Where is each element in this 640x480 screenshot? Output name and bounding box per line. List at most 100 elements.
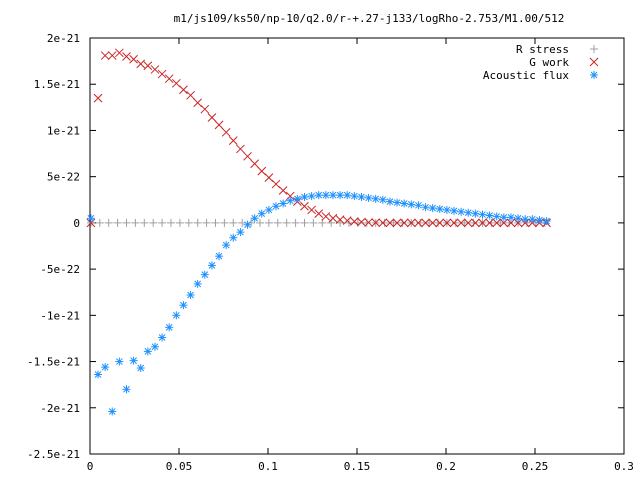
- data-point: [471, 209, 480, 218]
- data-point: [535, 216, 544, 225]
- data-point: [136, 364, 145, 373]
- data-point: [86, 218, 96, 228]
- data-point: [86, 214, 95, 223]
- data-point: [406, 218, 416, 228]
- data-point: [522, 218, 531, 227]
- data-point: [221, 127, 231, 137]
- data-point: [179, 301, 188, 310]
- data-point: [108, 407, 117, 416]
- data-point: [307, 192, 316, 201]
- data-point: [371, 218, 381, 227]
- data-point: [236, 228, 245, 237]
- data-point: [421, 218, 430, 228]
- data-point: [220, 218, 229, 227]
- data-point: [513, 218, 523, 228]
- data-point: [150, 65, 160, 74]
- data-point: [505, 218, 514, 227]
- legend-label: G work: [529, 56, 569, 69]
- data-point: [478, 218, 487, 228]
- data-point: [451, 218, 460, 227]
- data-point: [416, 218, 425, 227]
- data-point: [278, 186, 288, 195]
- y-tick-label: -2e-21: [40, 402, 80, 415]
- data-point: [122, 385, 131, 394]
- axis-ticks: 0 0.05 0.1 0.15 0.2 0.25 0.3 2e-21 1.5e-21 1e-21 5…: [27, 32, 634, 473]
- data-point: [264, 205, 273, 214]
- data-point: [184, 218, 193, 227]
- data-point: [425, 218, 434, 227]
- data-point: [140, 218, 149, 227]
- data-point: [172, 311, 181, 320]
- data-point: [179, 85, 188, 95]
- data-point: [428, 218, 438, 228]
- data-point: [228, 136, 238, 145]
- data-point: [350, 192, 359, 201]
- data-point: [282, 218, 291, 227]
- data-point: [93, 93, 103, 103]
- data-point: [399, 218, 409, 228]
- series-r-stress: [86, 218, 549, 227]
- x-tick-label: 0.3: [614, 460, 634, 473]
- data-point: [293, 194, 302, 203]
- data-point: [528, 215, 537, 224]
- data-point: [506, 213, 515, 222]
- data-point: [113, 218, 122, 227]
- data-point: [471, 218, 480, 228]
- data-point: [450, 206, 459, 215]
- data-point: [469, 218, 478, 227]
- data-point: [314, 209, 324, 218]
- data-point: [149, 218, 158, 227]
- data-point: [364, 218, 373, 227]
- data-point: [378, 218, 388, 228]
- data-point: [357, 193, 366, 202]
- data-point: [380, 218, 389, 227]
- x-tick-label: 0.05: [166, 460, 193, 473]
- data-point: [407, 200, 416, 209]
- legend-marker: [590, 71, 598, 79]
- data-point: [378, 195, 387, 204]
- data-point: [300, 201, 309, 211]
- y-tick-label: -2.5e-21: [27, 448, 80, 461]
- data-point: [279, 199, 288, 208]
- data-point: [433, 218, 442, 227]
- data-point: [250, 159, 260, 169]
- data-point: [514, 214, 523, 223]
- data-point: [122, 52, 131, 61]
- legend-label: R stress: [516, 43, 569, 56]
- data-point: [393, 198, 402, 207]
- data-point: [414, 218, 423, 228]
- x-tick-label: 0.15: [344, 460, 371, 473]
- data-point: [104, 218, 113, 227]
- y-tick-label: 1e-21: [47, 124, 80, 137]
- data-point: [264, 173, 274, 182]
- series-g-work: [86, 48, 551, 228]
- series-layer: [86, 48, 551, 416]
- data-point: [435, 218, 445, 228]
- data-point: [349, 217, 359, 226]
- data-point: [342, 216, 352, 225]
- data-point: [414, 201, 423, 210]
- data-point: [272, 202, 281, 211]
- x-tick-label: 0.2: [436, 460, 456, 473]
- data-point: [236, 144, 245, 154]
- data-point: [158, 218, 167, 227]
- data-point: [214, 120, 224, 130]
- data-point: [371, 194, 380, 203]
- data-point: [211, 218, 220, 227]
- data-point: [421, 203, 430, 212]
- data-point: [478, 210, 487, 219]
- data-point: [200, 270, 209, 279]
- data-point: [122, 218, 131, 227]
- data-point: [101, 363, 110, 372]
- data-point: [496, 218, 505, 227]
- data-point: [264, 218, 273, 227]
- data-point: [129, 54, 138, 64]
- data-point: [229, 233, 238, 242]
- data-point: [335, 215, 345, 225]
- data-point: [487, 218, 496, 227]
- legend-marker: [589, 57, 599, 67]
- data-point: [238, 218, 247, 227]
- data-point: [200, 104, 210, 114]
- data-point: [175, 218, 184, 227]
- x-tick-label: 0.1: [258, 460, 278, 473]
